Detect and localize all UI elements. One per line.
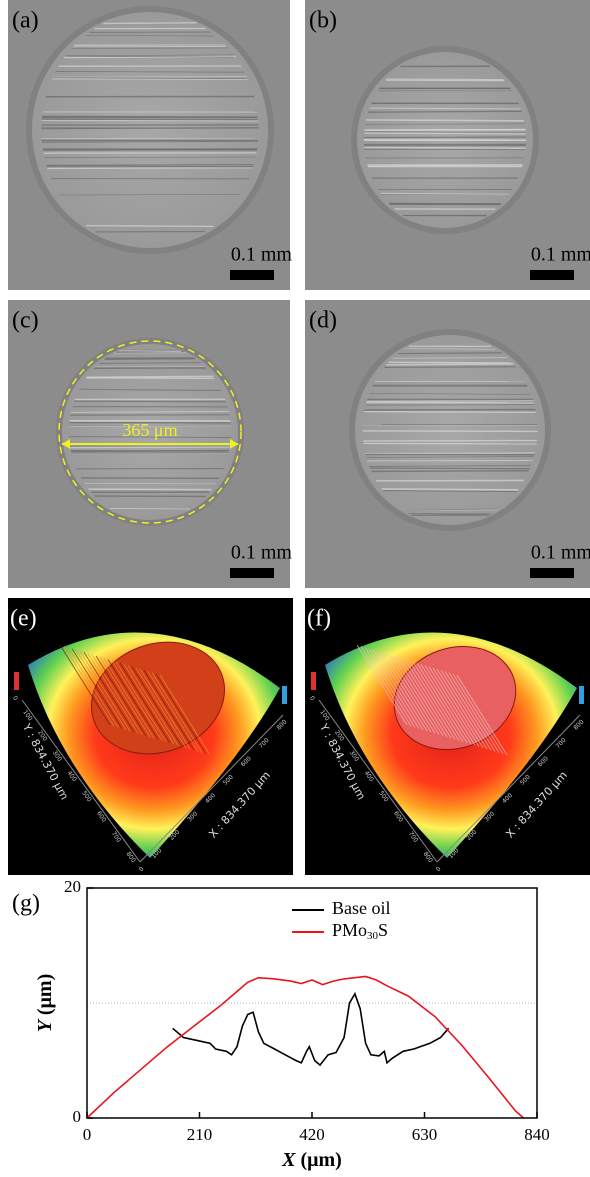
legend-label: Base oil [332,898,391,918]
scale-bar [530,270,574,280]
panel-label: (a) [12,8,39,34]
annotation: 365 μm [122,420,177,440]
scratch [384,367,516,368]
scratch [365,410,536,411]
scale-label: 0.1 mm [231,542,293,564]
scale-bar [230,568,274,578]
x-axis-title: X (μm) [281,1149,342,1171]
scratch [88,489,211,490]
scratch [103,23,196,24]
figure: (a) 0.1 mm (b) 0.1 mm (c) 0.1 mm 365 μm (d) 0.1 … [0,0,590,1172]
scratch [74,401,226,402]
panel-label: (g) [12,891,40,917]
scratch [363,443,536,444]
y-axis-title: Y (μm) [34,974,56,1033]
color-scale [14,672,19,690]
scratch [364,412,535,413]
scratch [86,378,214,379]
scratch [363,431,538,432]
scratch [389,362,512,363]
wear-scar [32,12,268,248]
scratch [47,166,254,167]
x-tick-label: 630 [412,1125,438,1144]
scratch [398,353,502,354]
scale-bar [530,568,574,578]
scratch [42,116,258,117]
scale-label: 0.1 mm [531,542,590,564]
y-tick-label: 20 [64,877,81,896]
color-scale [282,686,287,704]
scratch [70,447,229,448]
panel-label: (b) [309,8,337,34]
legend-label: PMo30S [332,920,388,941]
scale-label: 0.1 mm [231,244,293,266]
panel-label: (d) [309,308,337,334]
scratch [364,147,525,148]
scratch [365,453,534,454]
data-line [173,994,449,1065]
data-line [87,977,524,1119]
x-tick-label: 210 [187,1125,213,1144]
panel-label: (e) [10,606,37,632]
scale-bar [230,270,274,280]
x-tick-label: 840 [524,1125,550,1144]
y-tick-label: 0 [73,1107,82,1126]
scratch [79,389,221,390]
scratch [366,120,524,121]
scratch [371,471,528,472]
scale-label: 0.1 mm [531,244,590,266]
scratch [86,226,213,227]
scratch [74,46,227,47]
x-tick-label: 420 [299,1125,325,1144]
scratch [386,364,513,365]
scratch [370,468,530,469]
panel-label: (f) [307,606,331,632]
panel-label: (c) [12,308,39,334]
scratch [86,376,213,377]
x-tick-label: 0 [83,1125,92,1144]
wear-scar [355,335,545,525]
scratch [368,111,522,112]
scratch [47,168,252,169]
color-scale [579,686,584,704]
color-scale [311,672,316,690]
scratch [42,120,258,121]
